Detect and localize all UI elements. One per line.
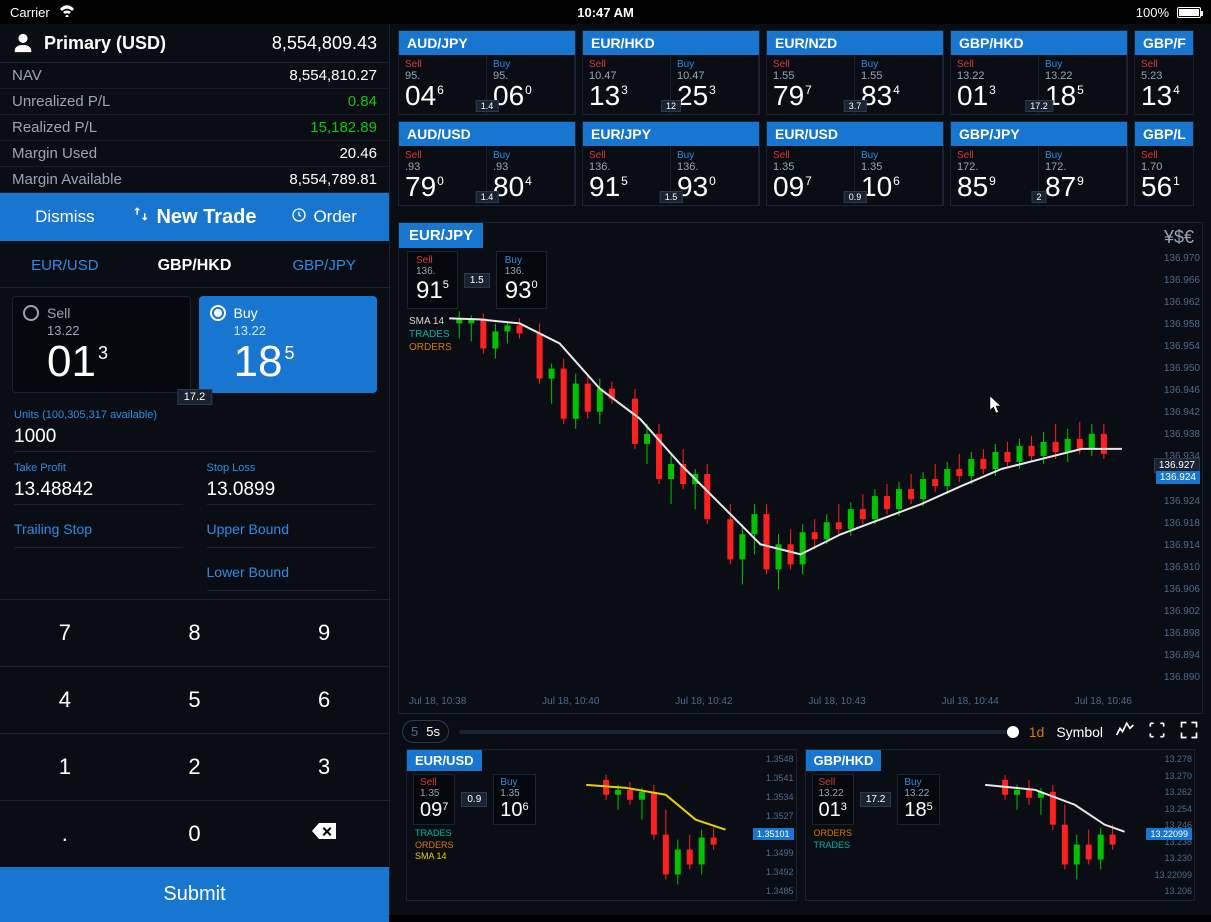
symbol-label[interactable]: Symbol [1056, 724, 1103, 740]
keypad-key[interactable]: 2 [130, 733, 260, 800]
action-bar: Dismiss New Trade Order [0, 193, 389, 241]
fullscreen-icon[interactable] [1179, 720, 1199, 743]
keypad: 789 456 123.0 [0, 599, 389, 867]
trailing-stop-link[interactable]: Trailing Stop [14, 511, 183, 548]
price-now-tag: 136.924 [1156, 471, 1200, 484]
pair-tab[interactable]: GBP/HKD [130, 251, 260, 281]
chart-legend: SMA 14 TRADES ORDERS [409, 315, 452, 354]
x-axis: Jul 18, 10:38Jul 18, 10:40Jul 18, 10:42J… [409, 696, 1132, 707]
submit-button[interactable]: Submit [0, 867, 389, 922]
clock-icon [291, 207, 307, 228]
trade-panels: Sell 13.22 013 Buy 13.22 185 17.2 [0, 288, 389, 401]
take-profit-input[interactable] [14, 476, 183, 505]
sell-panel[interactable]: Sell 13.22 013 [12, 296, 191, 393]
arrows-icon [132, 205, 150, 229]
rate-card[interactable]: EUR/JPY Sell136. 915 Buy136. 930 1.5 [582, 121, 760, 206]
rate-card[interactable]: EUR/NZD Sell1.55 797 Buy1.55 834 3.7 [766, 30, 944, 115]
battery-label: 100% [1136, 5, 1169, 20]
keypad-key[interactable]: 1 [0, 733, 130, 800]
account-name: Primary (USD) [44, 33, 272, 54]
chart-quote: Sell 136. 915 1.5 Buy 136. 930 [407, 251, 547, 309]
main-chart[interactable]: EUR/JPY ¥$€ Sell 136. 915 1.5 Buy 136. 9… [398, 222, 1203, 714]
pair-tab[interactable]: EUR/USD [0, 251, 130, 281]
spread-badge: 17.2 [177, 389, 212, 405]
keypad-key[interactable]: 5 [130, 666, 260, 733]
dismiss-button[interactable]: Dismiss [0, 195, 130, 239]
stat-row: Margin Available8,554,789.81 [0, 167, 389, 192]
units-input[interactable] [14, 423, 375, 452]
clock: 10:47 AM [75, 5, 1135, 20]
rates-grid: AUD/JPY Sell95. 046 Buy95. 060 1.4 EUR/H… [390, 24, 1211, 216]
crop-icon[interactable] [1147, 720, 1167, 743]
stat-row: Realized P/L15,182.89 [0, 115, 389, 141]
indicator-icon[interactable] [1115, 720, 1135, 743]
rate-card[interactable]: AUD/JPY Sell95. 046 Buy95. 060 1.4 [398, 30, 576, 115]
mini-charts: EUR/USD Sell1.35 097 0.9 Buy1.35 106 TRA… [398, 749, 1203, 909]
battery-icon [1177, 7, 1201, 18]
content: AUD/JPY Sell95. 046 Buy95. 060 1.4 EUR/H… [390, 24, 1211, 915]
pair-tab[interactable]: GBP/JPY [259, 251, 389, 281]
keypad-key[interactable]: 3 [259, 733, 389, 800]
stat-row: NAV8,554,810.27 [0, 63, 389, 89]
account-header[interactable]: Primary (USD) 8,554,809.43 [0, 24, 389, 63]
keypad-key[interactable]: . [0, 800, 130, 867]
sidebar: Primary (USD) 8,554,809.43 NAV8,554,810.… [0, 24, 390, 915]
rate-card[interactable]: AUD/USD Sell.93 790 Buy.93 804 1.4 [398, 121, 576, 206]
mini-chart[interactable]: GBP/HKD Sell13.22 013 17.2 Buy13.22 185 … [805, 749, 1196, 901]
rate-card[interactable]: GBP/F Sell5.23 134 [1134, 30, 1194, 115]
currency-toggle[interactable]: ¥$€ [1164, 227, 1194, 248]
stat-row: Unrealized P/L0.84 [0, 89, 389, 115]
pair-tabs: EUR/USDGBP/HKDGBP/JPY [0, 241, 389, 288]
order-button[interactable]: Order [259, 195, 389, 240]
buy-radio[interactable] [210, 305, 226, 321]
keypad-key[interactable]: 6 [259, 666, 389, 733]
backspace-key[interactable] [259, 800, 389, 867]
buy-panel[interactable]: Buy 13.22 185 [199, 296, 378, 393]
sell-radio[interactable] [23, 305, 39, 321]
status-bar: Carrier 10:47 AM 100% [0, 0, 1211, 24]
account-stats: NAV8,554,810.27Unrealized P/L0.84Realize… [0, 63, 389, 193]
keypad-key[interactable]: 0 [130, 800, 260, 867]
new-trade-button[interactable]: New Trade [130, 193, 260, 241]
timeline-1d[interactable]: 1d [1029, 724, 1045, 740]
rate-card[interactable]: GBP/HKD Sell13.22 013 Buy13.22 185 17.2 [950, 30, 1128, 115]
keypad-key[interactable]: 8 [130, 599, 260, 666]
timeline-slider[interactable] [459, 730, 1019, 734]
lower-bound-link[interactable]: Lower Bound [207, 554, 376, 591]
stop-loss-input[interactable] [207, 476, 376, 505]
keypad-key[interactable]: 4 [0, 666, 130, 733]
mini-chart[interactable]: EUR/USD Sell1.35 097 0.9 Buy1.35 106 TRA… [406, 749, 797, 901]
keypad-key[interactable]: 7 [0, 599, 130, 666]
carrier-label: Carrier [10, 5, 50, 20]
stop-loss-label: Stop Loss [207, 462, 376, 474]
timeline-bar: 5 5s 1d Symbol [398, 714, 1203, 749]
rate-card[interactable]: GBP/JPY Sell172. 859 Buy172. 879 2 [950, 121, 1128, 206]
rate-card[interactable]: EUR/HKD Sell10.47 133 Buy10.47 253 12 [582, 30, 760, 115]
stat-row: Margin Used20.46 [0, 141, 389, 167]
account-balance: 8,554,809.43 [272, 33, 377, 54]
interval-selector[interactable]: 5 5s [402, 720, 449, 743]
user-icon [12, 32, 34, 54]
wifi-icon [59, 5, 75, 20]
rate-card[interactable]: GBP/L Sell1.70 561 [1134, 121, 1194, 206]
units-label: Units (100,305,317 available) [14, 409, 375, 421]
keypad-key[interactable]: 9 [259, 599, 389, 666]
chart-pair-header: EUR/JPY [399, 223, 483, 248]
upper-bound-link[interactable]: Upper Bound [207, 511, 376, 548]
take-profit-label: Take Profit [14, 462, 183, 474]
rate-card[interactable]: EUR/USD Sell1.35 097 Buy1.35 106 0.9 [766, 121, 944, 206]
